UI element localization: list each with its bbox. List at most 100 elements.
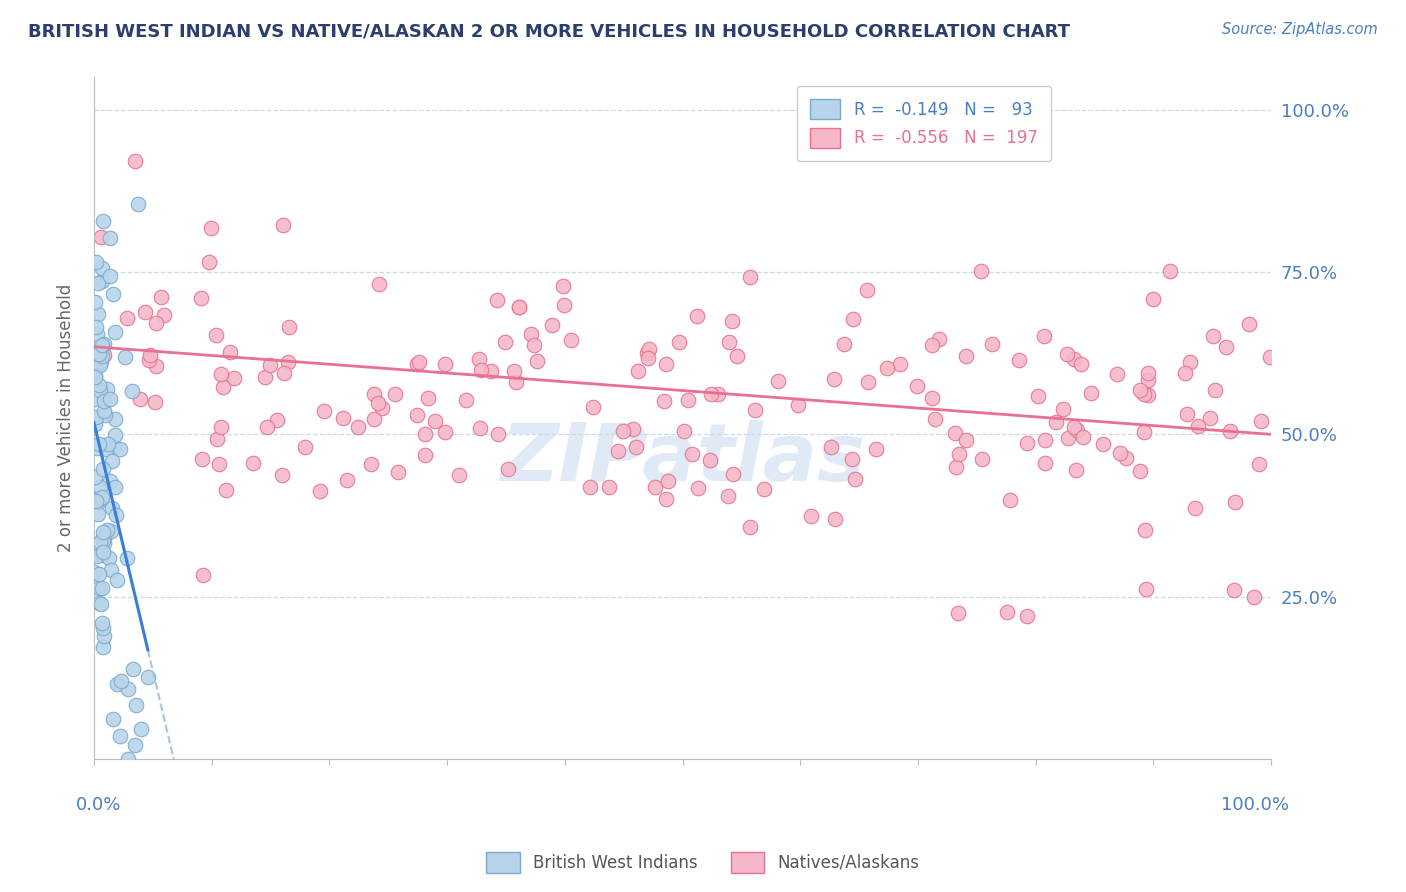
- Point: [1017, 436, 1039, 450]
- Point: [83, 392, 105, 406]
- Point: [360, 457, 382, 471]
- Point: [83, 295, 105, 310]
- Point: [823, 372, 845, 386]
- Point: [946, 606, 969, 620]
- Point: [1177, 408, 1199, 422]
- Point: [367, 396, 389, 410]
- Point: [91, 349, 114, 363]
- Point: [876, 361, 898, 376]
- Point: [644, 480, 666, 494]
- Point: [143, 395, 166, 409]
- Point: [638, 342, 661, 356]
- Point: [1215, 340, 1237, 354]
- Point: [86, 319, 108, 334]
- Point: [454, 392, 477, 407]
- Point: [924, 412, 946, 426]
- Point: [363, 387, 385, 401]
- Point: [91, 640, 114, 655]
- Point: [124, 154, 146, 169]
- Point: [523, 337, 546, 351]
- Point: [1133, 425, 1156, 439]
- Point: [856, 283, 879, 297]
- Point: [94, 409, 117, 423]
- Point: [98, 475, 121, 489]
- Point: [336, 473, 359, 487]
- Point: [945, 460, 967, 475]
- Point: [423, 414, 446, 428]
- Point: [139, 348, 162, 362]
- Point: [100, 524, 122, 538]
- Point: [271, 218, 294, 232]
- Point: [191, 452, 214, 467]
- Point: [621, 422, 644, 436]
- Point: [209, 367, 232, 381]
- Point: [526, 353, 548, 368]
- Point: [84, 417, 107, 431]
- Point: [371, 401, 394, 416]
- Point: [91, 530, 114, 544]
- Point: [212, 380, 235, 394]
- Point: [103, 440, 125, 454]
- Point: [86, 507, 108, 521]
- Point: [955, 349, 977, 363]
- Point: [541, 318, 564, 332]
- Point: [717, 489, 740, 503]
- Point: [84, 491, 107, 506]
- Point: [406, 357, 429, 371]
- Point: [519, 327, 541, 342]
- Point: [278, 320, 301, 334]
- Point: [1136, 367, 1159, 381]
- Point: [89, 383, 111, 397]
- Point: [468, 421, 491, 435]
- Point: [744, 403, 766, 417]
- Point: [1249, 457, 1271, 471]
- Point: [508, 301, 530, 315]
- Point: [627, 364, 650, 378]
- Point: [834, 337, 856, 351]
- Point: [998, 492, 1021, 507]
- Point: [86, 494, 108, 508]
- Point: [138, 352, 160, 367]
- Point: [502, 364, 524, 378]
- Point: [1071, 430, 1094, 444]
- Point: [970, 264, 993, 278]
- Point: [84, 494, 107, 508]
- Point: [90, 354, 112, 368]
- Point: [943, 425, 966, 440]
- Point: [688, 481, 710, 495]
- Point: [86, 327, 108, 342]
- Point: [89, 480, 111, 494]
- Point: [84, 469, 107, 483]
- Point: [91, 549, 114, 563]
- Point: [416, 391, 439, 405]
- Point: [104, 428, 127, 442]
- Point: [89, 535, 111, 549]
- Point: [1159, 264, 1181, 278]
- Point: [1129, 384, 1152, 398]
- Point: [841, 452, 863, 467]
- Point: [433, 357, 456, 371]
- Point: [129, 722, 152, 736]
- Point: [820, 441, 842, 455]
- Point: [1052, 401, 1074, 416]
- Point: [657, 474, 679, 488]
- Point: [955, 433, 977, 447]
- Point: [90, 615, 112, 630]
- Point: [83, 565, 105, 579]
- Point: [486, 293, 509, 308]
- Point: [408, 355, 430, 369]
- Point: [1184, 501, 1206, 516]
- Point: [1064, 463, 1087, 477]
- Point: [91, 274, 114, 288]
- Point: [93, 348, 115, 362]
- Point: [1258, 350, 1281, 364]
- Point: [101, 287, 124, 301]
- Point: [508, 300, 530, 314]
- Point: [254, 369, 277, 384]
- Text: BRITISH WEST INDIAN VS NATIVE/ALASKAN 2 OR MORE VEHICLES IN HOUSEHOLD CORRELATIO: BRITISH WEST INDIAN VS NATIVE/ALASKAN 2 …: [28, 22, 1070, 40]
- Point: [100, 563, 122, 577]
- Point: [104, 326, 127, 340]
- Point: [125, 698, 148, 713]
- Point: [678, 393, 700, 408]
- Point: [117, 550, 139, 565]
